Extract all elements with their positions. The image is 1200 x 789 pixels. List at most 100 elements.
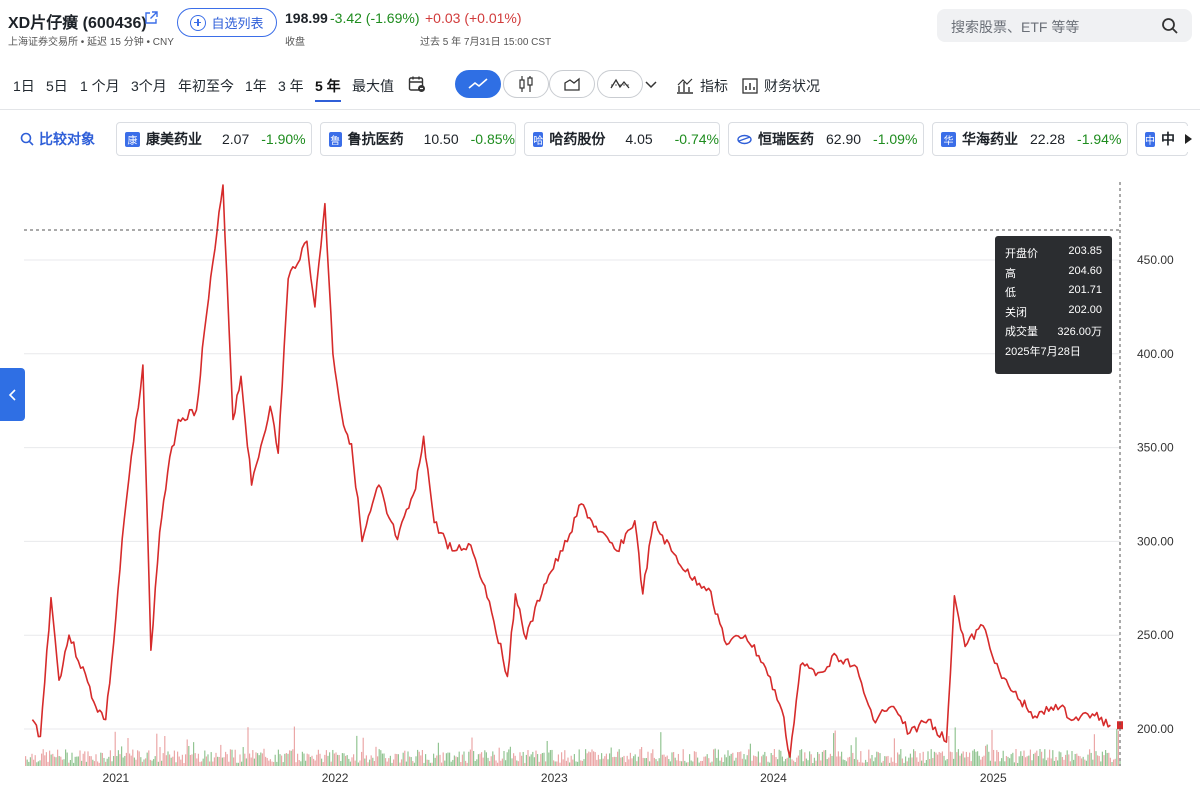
volume-bar [605, 753, 607, 766]
compare-chip[interactable]: 恒瑞医药 62.90 -1.09% [728, 122, 924, 156]
volume-bar [813, 757, 815, 766]
open-label: 开盘价 [1005, 248, 1038, 260]
volume-bar [785, 758, 787, 766]
compare-name: 鲁抗医药 [347, 131, 404, 147]
volume-bar [892, 761, 894, 766]
financials-label: 财务状况 [764, 78, 820, 94]
compare-chip[interactable]: 中 中 [1136, 122, 1188, 156]
volume-bar [1060, 752, 1062, 766]
y-tick-label: 350.00 [1137, 441, 1174, 455]
range-1y[interactable]: 1年 [245, 78, 267, 94]
calendar-icon[interactable] [408, 75, 426, 93]
y-tick-label: 300.00 [1137, 534, 1174, 548]
range-5d[interactable]: 5日 [46, 78, 68, 94]
volume-bar [341, 753, 343, 766]
area-chart-button[interactable] [549, 70, 595, 98]
volume-bar [586, 753, 588, 766]
volume-bar [861, 762, 863, 766]
y-tick-label: 400.00 [1137, 347, 1174, 361]
volume-bar [610, 747, 612, 766]
candlestick-button[interactable] [503, 70, 549, 98]
compare-chip[interactable]: 康 康美药业 2.07 -1.90% [116, 122, 312, 156]
compare-chip[interactable]: 哈 哈药股份 4.05 -0.74% [524, 122, 720, 156]
volume-bar [805, 758, 807, 766]
external-link-icon[interactable] [144, 11, 158, 25]
baseline-chart-button[interactable] [597, 70, 643, 98]
volume-bar [261, 753, 263, 766]
volume-bar [732, 752, 734, 766]
volume-bar [204, 750, 206, 766]
range-5y[interactable]: 5 年 [315, 78, 341, 102]
volume-bar [1101, 751, 1103, 766]
volume-bar [353, 754, 355, 766]
x-tick-label: 2021 [103, 771, 130, 785]
volume-bar [213, 757, 215, 766]
volume-bar [1089, 749, 1091, 766]
price-chart[interactable]: 450.00 400.00 350.00 300.00 250.00 200.00 202… [0, 170, 1200, 789]
financials-button[interactable]: 财务状况 [742, 76, 820, 96]
volume-bar [258, 755, 260, 766]
indicators-button[interactable]: 指标 [676, 76, 728, 96]
search-icon[interactable] [1161, 17, 1179, 35]
volume-bar [1028, 755, 1030, 766]
volume-bar [165, 755, 167, 766]
volume-bar [445, 753, 447, 766]
range-1d[interactable]: 1日 [13, 78, 35, 94]
range-1m[interactable]: 1 个月 [80, 78, 120, 94]
volume-bar [956, 752, 958, 766]
collapse-sidebar-button[interactable] [0, 368, 25, 421]
volume-bar [116, 756, 118, 766]
volume-bar [1077, 755, 1079, 766]
volume-bar [1105, 750, 1107, 766]
volume-bar [1023, 750, 1025, 766]
volume-bar [553, 760, 555, 766]
volume-bar [39, 760, 41, 766]
volume-bar [517, 761, 519, 766]
volume-bar [730, 753, 732, 766]
volume-bar [100, 752, 102, 766]
volume-bar [626, 755, 628, 766]
volume-bar [169, 754, 171, 766]
volume-bar [778, 749, 780, 766]
range-3y[interactable]: 3 年 [278, 78, 304, 94]
volume-bar [959, 755, 961, 766]
volume-bar [581, 760, 583, 766]
volume-bar [601, 753, 603, 766]
scroll-right-button[interactable] [1180, 126, 1196, 152]
range-ytd[interactable]: 年初至今 [178, 78, 234, 94]
volume-bar [193, 742, 195, 766]
compare-chip[interactable]: 华 华海药业 22.28 -1.94% [932, 122, 1128, 156]
range-max[interactable]: 最大值 [352, 78, 394, 94]
volume-bar [186, 739, 188, 766]
volume-bar [556, 761, 558, 766]
volume-bar [93, 761, 95, 766]
volume-bar [794, 762, 796, 766]
volume-bar [725, 757, 727, 766]
period-label: 过去 5 年 7月31日 15:00 CST [420, 37, 552, 48]
volume-bar [89, 756, 91, 766]
volume-bar [485, 752, 487, 766]
volume-bar [871, 755, 873, 766]
volume-bar [751, 760, 753, 766]
volume-bar [642, 757, 644, 766]
volume-bar [685, 762, 687, 766]
volume-bar [162, 753, 164, 766]
line-chart-button[interactable] [455, 70, 501, 98]
volume-bar [469, 749, 471, 766]
chevron-down-icon[interactable] [643, 76, 659, 92]
volume-bar [229, 749, 231, 766]
volume-bar [477, 754, 479, 766]
volume-bar [138, 751, 140, 766]
volume-bar [754, 756, 756, 766]
compare-button[interactable]: 比较对象 [20, 129, 95, 149]
volume-bar [185, 754, 187, 766]
compare-chip[interactable]: 鲁 鲁抗医药 10.50 -0.85% [320, 122, 516, 156]
range-3m[interactable]: 3个月 [131, 78, 167, 94]
volume-bar [671, 752, 673, 766]
volume-bar [583, 759, 585, 766]
volume-bar [117, 750, 119, 766]
volume-bar [466, 762, 468, 766]
add-to-watchlist-button[interactable]: 自选列表 [177, 8, 277, 37]
volume-bar [932, 758, 934, 766]
search-box[interactable]: 搜索股票、ETF 等等 [937, 9, 1192, 42]
